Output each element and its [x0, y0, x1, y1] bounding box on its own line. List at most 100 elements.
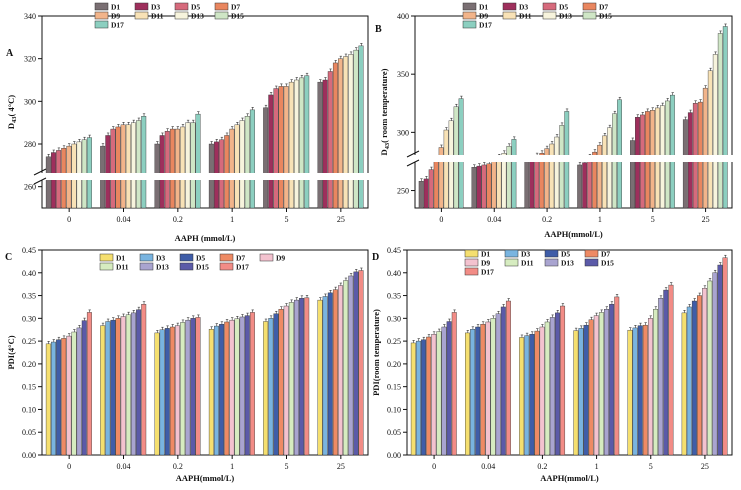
x-tick-label: 25 — [337, 462, 345, 471]
y-axis-title-rest: ( 4°C) — [6, 95, 16, 117]
x-tick-label: 0.2 — [173, 215, 183, 224]
legend-swatch-d13 — [139, 262, 154, 271]
bar-d11-0 — [443, 129, 449, 209]
bar-d15-0_04 — [136, 309, 142, 456]
axis-break-mark — [33, 168, 47, 176]
bar-d17-0_04 — [505, 300, 511, 456]
x-tick-label: 1 — [230, 215, 234, 224]
legend-swatch-d3 — [504, 249, 519, 258]
bar-d13-1 — [239, 120, 245, 209]
legend-swatch-d15 — [584, 258, 599, 267]
bar-d15-0_2 — [555, 312, 560, 456]
y-tick-label: 0.00 — [22, 451, 36, 460]
legend-label-d15: D15 — [599, 12, 612, 21]
bar-d11-25 — [343, 280, 349, 456]
x-tick-label: 0.2 — [542, 215, 552, 224]
panel-b: 250 300 350 400 0 0.04 0.2 1 5 25 D43( room temper… — [375, 3, 734, 239]
legend-swatch-d17 — [94, 20, 109, 29]
bar-d11-5 — [288, 302, 294, 456]
legend-swatch-d3 — [134, 2, 149, 11]
legend-label-d15: D15 — [196, 263, 209, 272]
legend-swatch-d13 — [542, 11, 557, 20]
legend-label-d3: D3 — [151, 3, 160, 12]
legend-swatch-d9 — [462, 11, 477, 20]
bar-d15-0_2 — [190, 318, 196, 456]
y-tick-label: 0.40 — [387, 269, 401, 278]
y-tick-label: 0.05 — [387, 428, 401, 437]
bar-d9-1 — [229, 128, 235, 209]
bar-d7-1 — [588, 319, 594, 456]
bar-d5-0_2 — [534, 155, 540, 209]
bar-d11-0_2 — [180, 126, 186, 209]
bar-d7-0_2 — [169, 326, 175, 456]
bar-d3-25 — [322, 79, 328, 209]
plot-frame — [414, 15, 733, 209]
x-tick-label: 1 — [598, 215, 602, 224]
bar-d7-25 — [332, 289, 338, 456]
bar-d3-25 — [686, 306, 692, 456]
bar-d5-0_04 — [475, 326, 481, 456]
bar-d15-0_2 — [559, 125, 565, 209]
y-axis-title-main: D — [6, 123, 16, 129]
y-tick-label: 250 — [397, 187, 409, 196]
bar-d9-0_04 — [120, 124, 126, 209]
y-tick-label: 0.05 — [22, 428, 36, 437]
bar-d9-25 — [702, 288, 708, 456]
x-tick-label: 0.2 — [537, 462, 547, 471]
legend-swatch-d7 — [584, 249, 599, 258]
x-tick-label: 1 — [230, 462, 234, 471]
legend-label-d17: D17 — [111, 21, 124, 30]
bar-d17-0_2 — [560, 305, 566, 456]
legend-label-d11: D11 — [519, 12, 532, 21]
legend-swatch-d17 — [462, 20, 477, 29]
legend-swatch-d9 — [94, 11, 109, 20]
x-tick-label: 0.2 — [173, 462, 183, 471]
bar-d17-0 — [86, 312, 92, 456]
bar-d7-1 — [224, 321, 230, 456]
legend-swatch-d5 — [174, 2, 189, 11]
legend-label-d5: D5 — [559, 3, 568, 12]
bar-d7-0_2 — [534, 330, 540, 456]
bar-d1-0_2 — [524, 160, 530, 209]
legend-swatch-d15 — [214, 11, 229, 20]
bar-d15-1 — [244, 116, 250, 209]
legend-label-d17: D17 — [479, 21, 492, 30]
y-axis-title: PDI(4°C) — [6, 335, 16, 369]
bar-d11-1 — [234, 124, 240, 209]
bar-d13-1 — [607, 127, 612, 209]
bar-d11-0 — [71, 331, 77, 456]
bar-d5-0 — [56, 339, 62, 456]
bar-d15-25 — [717, 264, 723, 456]
y-axis-title-rest: ( room temperature) — [379, 68, 389, 142]
bar-d9-0_04 — [485, 321, 491, 456]
x-tick-label: 0 — [432, 462, 436, 471]
legend-swatch-d1 — [99, 253, 114, 262]
y-tick-label: 0.15 — [387, 383, 401, 392]
x-axis-title: AAPH (mmol/L) — [175, 233, 236, 243]
axis-break-mark — [406, 150, 420, 158]
y-tick-label: 0.20 — [387, 360, 401, 369]
bar-d3-25 — [322, 296, 328, 456]
y-tick-label: 0.30 — [22, 314, 36, 323]
y-axis-title-sub: 43 — [11, 116, 18, 123]
bar-d3-0_2 — [524, 335, 530, 456]
bar-d13-0 — [76, 327, 82, 456]
bar-d17-1 — [249, 312, 255, 456]
legend-swatch-d11 — [134, 11, 149, 20]
y-axis-title-sub: 43 — [384, 142, 391, 149]
legend-swatch-d9 — [259, 253, 274, 262]
bar-d1-5 — [263, 107, 269, 209]
legend-label-d3: D3 — [521, 250, 530, 259]
x-axis-title: AAPH(mmol/L) — [544, 229, 603, 239]
y-tick-label: 320 — [24, 55, 36, 64]
bar-d17-5 — [668, 284, 674, 456]
bar-d11-5 — [288, 81, 294, 209]
legend-label-d13: D13 — [559, 12, 572, 21]
bar-d7-0_2 — [169, 128, 175, 209]
legend-swatch-d1 — [94, 2, 109, 11]
bar-d3-0 — [415, 340, 421, 456]
bar-d11-0_04 — [125, 124, 131, 209]
bar-d9-0_04 — [491, 160, 497, 209]
bar-d9-5 — [283, 86, 289, 209]
bar-d5-5 — [273, 88, 279, 209]
